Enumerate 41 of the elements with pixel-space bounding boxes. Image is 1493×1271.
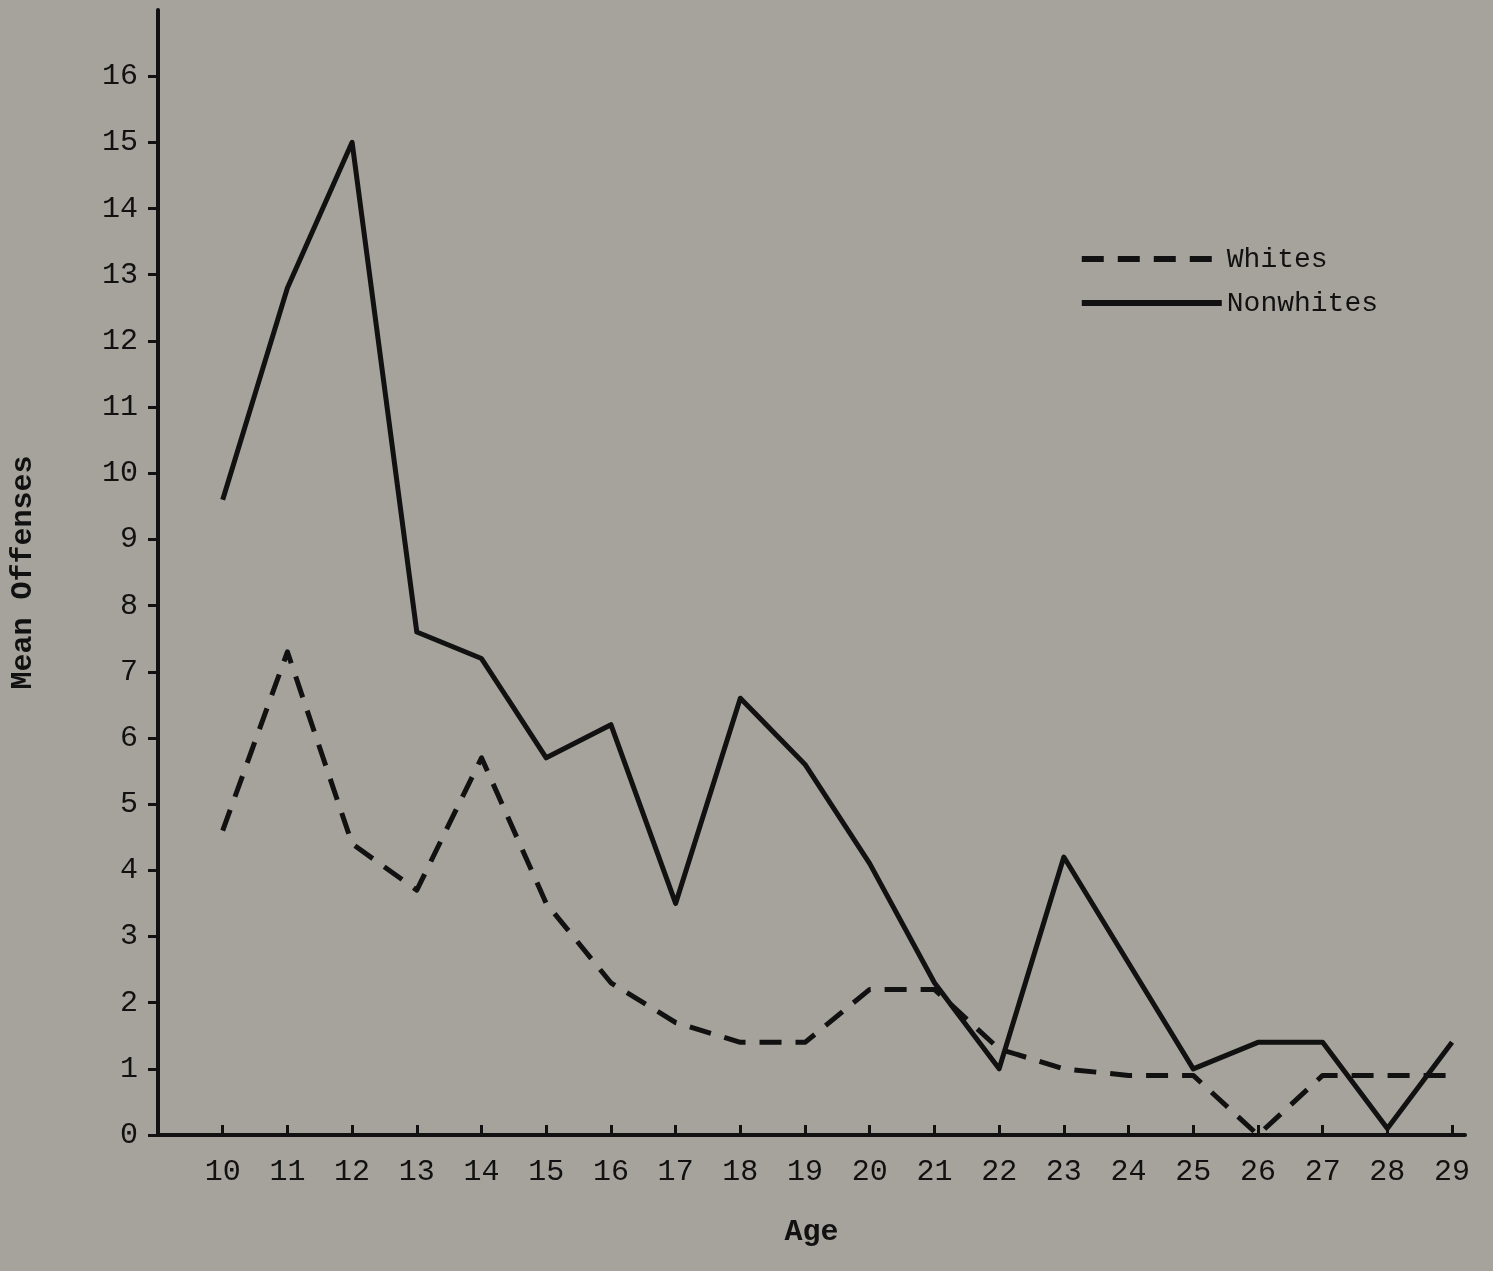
y-tick-label: 8 [119, 588, 138, 623]
x-tick-label: 24 [1110, 1155, 1147, 1189]
x-tick-label: 18 [722, 1155, 759, 1189]
x-tick-label: 14 [463, 1155, 500, 1189]
legend-label: Whites [1226, 243, 1328, 275]
x-tick-label: 28 [1369, 1155, 1406, 1189]
y-tick-label: 15 [101, 125, 138, 160]
x-tick-label: 15 [528, 1155, 565, 1189]
x-tick-label: 23 [1045, 1155, 1082, 1189]
x-axis-title: Age [784, 1215, 839, 1249]
x-tick-label: 25 [1175, 1155, 1212, 1189]
y-tick-label: 11 [101, 390, 138, 425]
y-tick-label: 0 [119, 1118, 138, 1152]
y-tick-label: 3 [119, 919, 138, 954]
y-tick-label: 2 [119, 985, 138, 1020]
y-tick-label: 9 [119, 522, 138, 557]
y-tick-label: 12 [101, 323, 138, 358]
y-tick-label: 7 [119, 654, 138, 689]
x-tick-label: 27 [1304, 1155, 1341, 1189]
y-tick-label: 5 [119, 787, 138, 822]
x-tick-label: 12 [334, 1155, 371, 1189]
legend-label: Nonwhites [1226, 287, 1379, 319]
y-tick-label: 4 [119, 853, 138, 888]
y-tick-label: 10 [101, 456, 138, 491]
y-tick-label: 6 [119, 720, 138, 755]
x-tick-label: 10 [204, 1155, 241, 1189]
y-tick-label: 13 [101, 257, 138, 292]
x-tick-label: 19 [787, 1155, 824, 1189]
x-tick-label: 22 [981, 1155, 1018, 1189]
x-tick-label: 11 [269, 1155, 306, 1189]
y-tick-label: 14 [101, 191, 138, 226]
y-tick-label: 1 [119, 1051, 138, 1086]
y-tick-label: 16 [101, 59, 138, 94]
x-tick-label: 21 [916, 1155, 953, 1189]
x-tick-label: 20 [851, 1155, 888, 1189]
x-tick-label: 17 [657, 1155, 694, 1189]
x-tick-label: 26 [1239, 1155, 1276, 1189]
x-tick-label: 16 [592, 1155, 629, 1189]
x-tick-label: 29 [1434, 1155, 1471, 1189]
y-axis-title: Mean Offenses [6, 455, 40, 690]
x-tick-label: 13 [398, 1155, 435, 1189]
